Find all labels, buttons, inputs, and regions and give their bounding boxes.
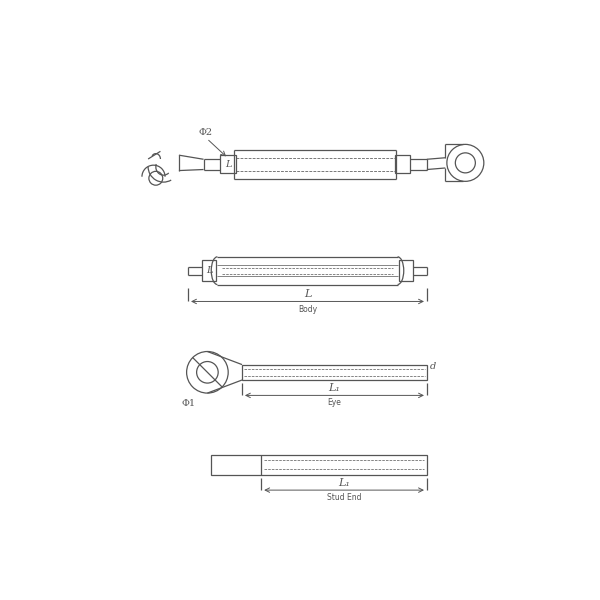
Text: Stud End: Stud End xyxy=(327,493,361,502)
Text: L: L xyxy=(304,289,311,299)
Text: Eye: Eye xyxy=(328,398,341,407)
Bar xyxy=(395,155,410,173)
Text: L₁: L₁ xyxy=(329,383,340,393)
Text: Body: Body xyxy=(298,305,317,314)
Bar xyxy=(399,260,413,281)
Text: Φ2: Φ2 xyxy=(198,128,212,137)
Bar xyxy=(220,155,236,173)
Bar xyxy=(202,260,216,281)
Text: L₁: L₁ xyxy=(338,478,350,488)
Text: d: d xyxy=(430,362,436,371)
Text: Φ1: Φ1 xyxy=(181,399,195,408)
Text: L: L xyxy=(225,160,232,169)
Text: L: L xyxy=(206,266,212,275)
Bar xyxy=(211,455,427,475)
Bar xyxy=(242,365,427,380)
